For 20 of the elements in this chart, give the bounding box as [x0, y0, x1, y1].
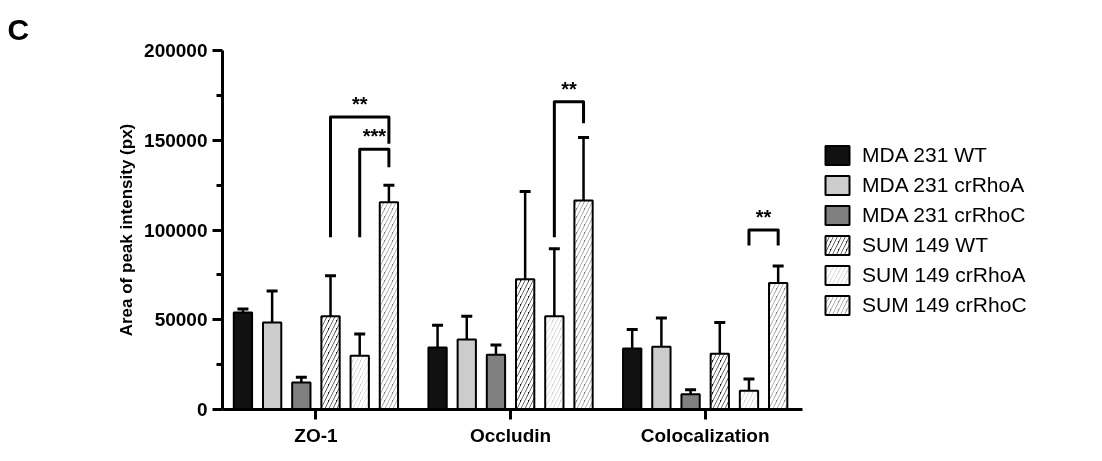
legend-label: SUM 149 crRhoC: [862, 292, 1027, 317]
x-tick-label: ZO-1: [294, 424, 338, 446]
y-tick-label: 200000: [144, 40, 208, 61]
x-tick-label: Colocalization: [640, 424, 770, 446]
annotation: **: [561, 77, 577, 100]
y-tick-label: 100000: [144, 219, 208, 241]
legend-label: MDA 231 WT: [862, 142, 987, 167]
y-tick-label: 0: [196, 399, 208, 420]
annotation: **: [755, 206, 772, 228]
y-tick-label: 50000: [154, 309, 208, 331]
legend-label: MDA 231 crRhoA: [862, 172, 1025, 197]
annotation: ***: [362, 125, 387, 148]
chart-title: C: [7, 12, 30, 46]
legend-label: SUM 149 crRhoA: [862, 262, 1026, 287]
legend-label: SUM 149 WT: [862, 232, 989, 257]
y-axis-title: Area of peak intensity (px): [117, 123, 137, 337]
legend-label: MDA 231 crRhoC: [862, 202, 1026, 227]
annotation: **: [351, 92, 368, 115]
x-tick-label: Occludin: [469, 424, 552, 446]
y-tick-label: 150000: [144, 129, 208, 151]
